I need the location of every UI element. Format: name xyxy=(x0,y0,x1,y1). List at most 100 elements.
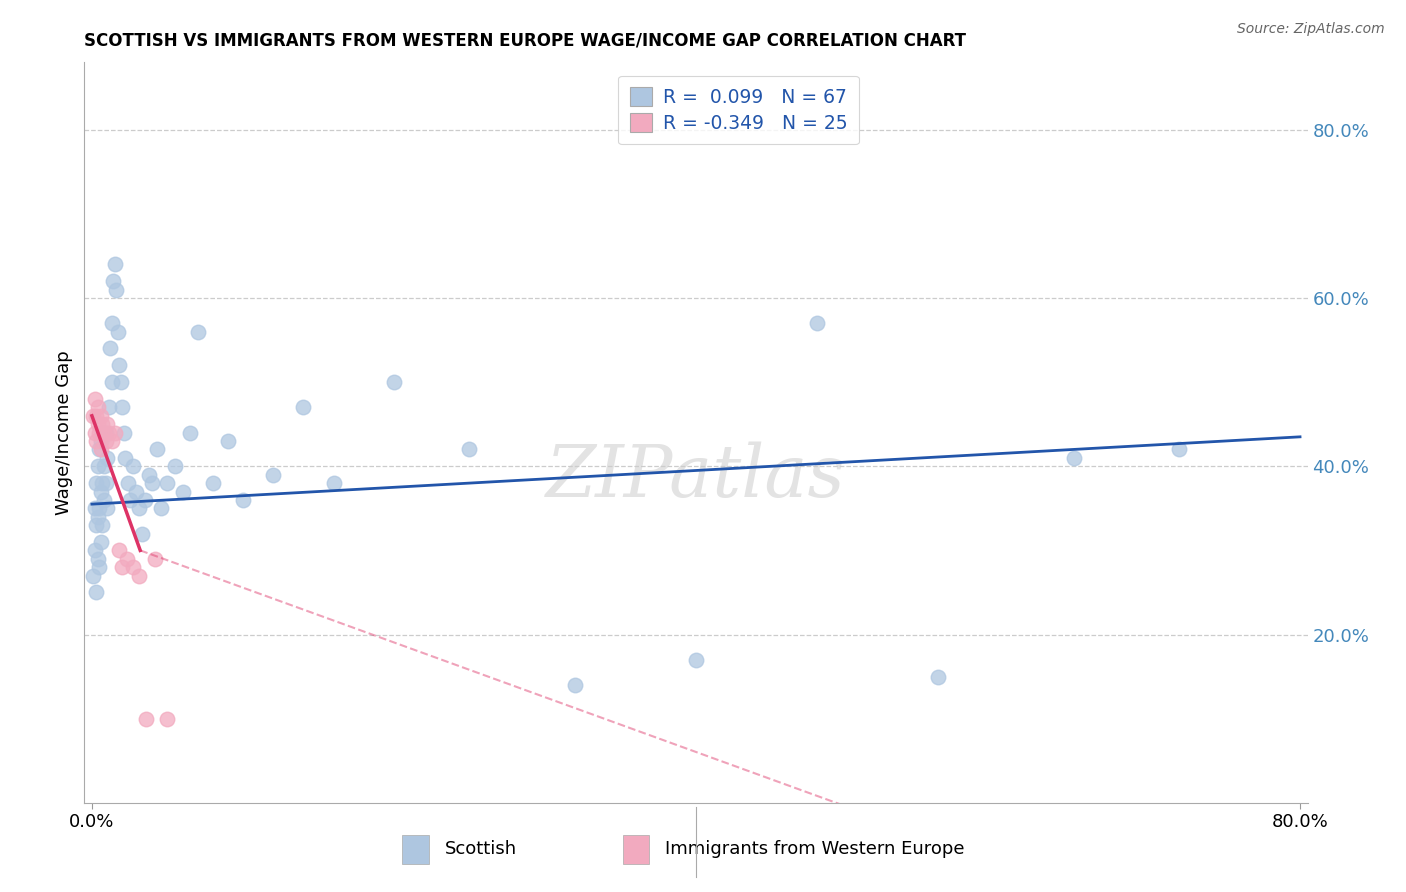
Point xyxy=(84,425,107,440)
Point xyxy=(90,484,112,499)
Point xyxy=(86,476,108,491)
FancyBboxPatch shape xyxy=(402,836,429,863)
Point xyxy=(94,425,117,440)
Point xyxy=(97,425,120,440)
Point xyxy=(94,434,117,448)
Text: SCOTTISH VS IMMIGRANTS FROM WESTERN EUROPE WAGE/INCOME GAP CORRELATION CHART: SCOTTISH VS IMMIGRANTS FROM WESTERN EURO… xyxy=(84,32,966,50)
Point xyxy=(87,417,110,432)
Point xyxy=(131,526,153,541)
Point xyxy=(87,509,110,524)
Point xyxy=(86,434,108,448)
Point xyxy=(118,492,141,507)
Point xyxy=(128,501,150,516)
Point xyxy=(87,459,110,474)
Point xyxy=(163,459,186,474)
Point xyxy=(141,476,163,491)
Point xyxy=(156,712,179,726)
Point xyxy=(91,417,114,432)
Point xyxy=(107,325,129,339)
Text: Immigrants from Western Europe: Immigrants from Western Europe xyxy=(665,840,965,858)
Point xyxy=(93,492,115,507)
Point xyxy=(111,401,134,415)
Point xyxy=(128,568,150,582)
Point xyxy=(232,492,254,507)
Point xyxy=(87,551,110,566)
Point xyxy=(125,484,148,499)
Point xyxy=(86,409,108,423)
Point xyxy=(87,401,110,415)
Point xyxy=(121,459,143,474)
Point xyxy=(146,442,169,457)
Point xyxy=(150,501,173,516)
Point xyxy=(86,518,108,533)
Point xyxy=(84,543,107,558)
Point xyxy=(90,409,112,423)
Point xyxy=(927,670,949,684)
Point xyxy=(97,401,120,415)
Point xyxy=(91,518,114,533)
Point xyxy=(84,501,107,516)
Point xyxy=(100,316,122,330)
Point xyxy=(115,551,138,566)
Point xyxy=(121,560,143,574)
Text: ZIPatlas: ZIPatlas xyxy=(546,442,846,512)
Text: Scottish: Scottish xyxy=(446,840,517,858)
Point xyxy=(179,425,201,440)
Point xyxy=(89,442,111,457)
Point xyxy=(82,409,104,423)
Point xyxy=(114,450,136,465)
Point xyxy=(103,257,125,271)
Point xyxy=(1063,450,1085,465)
Point xyxy=(84,392,107,406)
Y-axis label: Wage/Income Gap: Wage/Income Gap xyxy=(55,351,73,515)
Point xyxy=(187,325,209,339)
Point xyxy=(685,653,707,667)
Point xyxy=(100,375,122,389)
Point xyxy=(458,442,481,457)
Point xyxy=(172,484,194,499)
Point xyxy=(322,476,344,491)
Point xyxy=(103,425,125,440)
Point xyxy=(105,283,128,297)
Point xyxy=(82,568,104,582)
Point xyxy=(110,375,132,389)
Point xyxy=(90,535,112,549)
Point xyxy=(101,274,124,288)
Point xyxy=(96,417,118,432)
Point xyxy=(86,585,108,599)
Point xyxy=(117,476,139,491)
Point xyxy=(93,425,115,440)
Point xyxy=(1168,442,1191,457)
Point xyxy=(217,434,239,448)
Point xyxy=(89,560,111,574)
Point xyxy=(112,425,135,440)
Legend: R =  0.099   N = 67, R = -0.349   N = 25: R = 0.099 N = 67, R = -0.349 N = 25 xyxy=(619,76,859,145)
Point xyxy=(89,425,111,440)
Point xyxy=(201,476,224,491)
Point xyxy=(108,543,131,558)
Point xyxy=(292,401,315,415)
Point xyxy=(135,712,157,726)
Point xyxy=(156,476,179,491)
Point xyxy=(96,450,118,465)
Point xyxy=(91,425,114,440)
Point xyxy=(91,476,114,491)
Point xyxy=(94,476,117,491)
Point xyxy=(93,459,115,474)
Text: Source: ZipAtlas.com: Source: ZipAtlas.com xyxy=(1237,22,1385,37)
Point xyxy=(98,342,121,356)
Point xyxy=(100,434,122,448)
Point xyxy=(806,316,828,330)
Point xyxy=(138,467,160,482)
Point xyxy=(111,560,134,574)
Point xyxy=(108,359,131,373)
Point xyxy=(134,492,156,507)
Point xyxy=(382,375,405,389)
Point xyxy=(89,501,111,516)
FancyBboxPatch shape xyxy=(623,836,650,863)
Point xyxy=(564,678,586,692)
Point xyxy=(90,442,112,457)
Point xyxy=(143,551,166,566)
Point xyxy=(262,467,284,482)
Point xyxy=(90,434,112,448)
